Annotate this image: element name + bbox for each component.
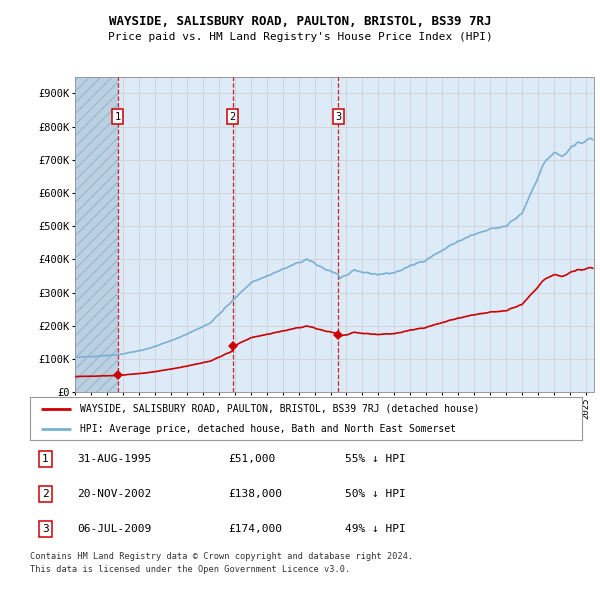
Text: This data is licensed under the Open Government Licence v3.0.: This data is licensed under the Open Gov… xyxy=(30,565,350,573)
Text: 2: 2 xyxy=(42,489,49,499)
Bar xyxy=(75,77,118,392)
Text: Contains HM Land Registry data © Crown copyright and database right 2024.: Contains HM Land Registry data © Crown c… xyxy=(30,552,413,560)
Text: 3: 3 xyxy=(335,112,341,122)
Text: £51,000: £51,000 xyxy=(229,454,276,464)
Text: 1: 1 xyxy=(42,454,49,464)
Text: 3: 3 xyxy=(42,525,49,534)
Text: 49% ↓ HPI: 49% ↓ HPI xyxy=(344,525,406,534)
Text: 31-AUG-1995: 31-AUG-1995 xyxy=(77,454,151,464)
Text: 50% ↓ HPI: 50% ↓ HPI xyxy=(344,489,406,499)
Text: WAYSIDE, SALISBURY ROAD, PAULTON, BRISTOL, BS39 7RJ: WAYSIDE, SALISBURY ROAD, PAULTON, BRISTO… xyxy=(109,15,491,28)
Text: 06-JUL-2009: 06-JUL-2009 xyxy=(77,525,151,534)
Text: HPI: Average price, detached house, Bath and North East Somerset: HPI: Average price, detached house, Bath… xyxy=(80,424,455,434)
Text: 2: 2 xyxy=(230,112,236,122)
Text: Price paid vs. HM Land Registry's House Price Index (HPI): Price paid vs. HM Land Registry's House … xyxy=(107,32,493,42)
Text: £174,000: £174,000 xyxy=(229,525,283,534)
Text: WAYSIDE, SALISBURY ROAD, PAULTON, BRISTOL, BS39 7RJ (detached house): WAYSIDE, SALISBURY ROAD, PAULTON, BRISTO… xyxy=(80,404,479,414)
Text: £138,000: £138,000 xyxy=(229,489,283,499)
Text: 55% ↓ HPI: 55% ↓ HPI xyxy=(344,454,406,464)
Text: 1: 1 xyxy=(115,112,121,122)
Text: 20-NOV-2002: 20-NOV-2002 xyxy=(77,489,151,499)
